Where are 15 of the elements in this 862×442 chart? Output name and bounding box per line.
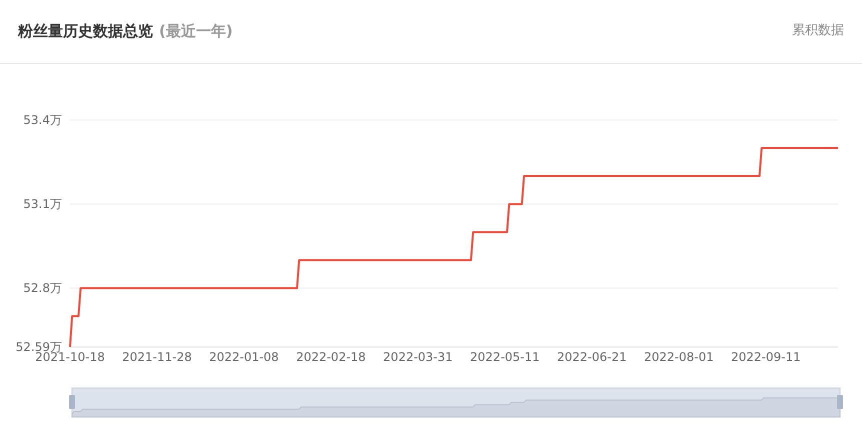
y-tick-label: 53.1万 <box>23 197 62 212</box>
y-tick-label: 52.8万 <box>23 281 62 296</box>
x-tick-label: 2021-11-28 <box>122 350 192 364</box>
x-tick-label: 2022-02-18 <box>296 350 366 364</box>
x-tick-label: 2022-08-01 <box>644 350 714 364</box>
chart-subtitle: (最近一年) <box>159 22 233 40</box>
line-series <box>69 147 839 348</box>
x-tick-label: 2022-09-11 <box>730 350 801 364</box>
x-tick-label: 2022-01-08 <box>209 350 279 364</box>
y-tick-label: 53.4万 <box>23 113 62 127</box>
x-tick-label: 2022-06-21 <box>557 350 627 364</box>
text: 累积数据 <box>792 23 844 38</box>
chart-title: 粉丝量历史数据总览 <box>18 22 153 40</box>
x-tick-label: 2022-05-11 <box>470 350 540 364</box>
x-tick-label: 2022-03-31 <box>383 350 453 364</box>
